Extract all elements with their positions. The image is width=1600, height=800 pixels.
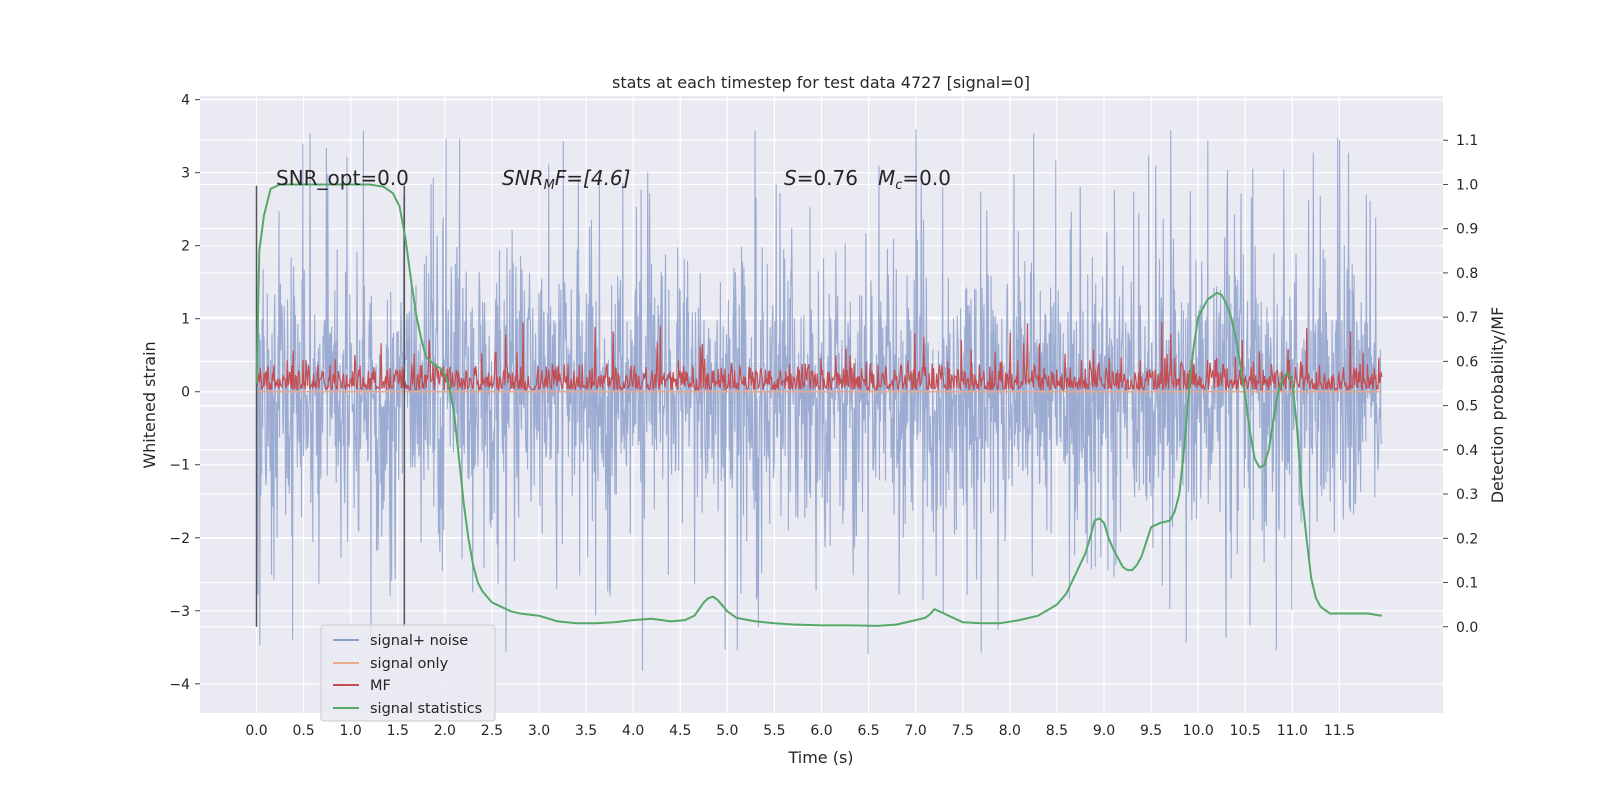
- x-axis-label: Time (s): [787, 748, 853, 767]
- y-tick-label: −3: [169, 604, 190, 620]
- annotation-snr-opt: SNR_opt=0.0: [276, 166, 409, 190]
- x-tick-label: 9.5: [1140, 723, 1162, 739]
- x-tick-label: 7.5: [952, 723, 974, 739]
- annotation-snr-mf: SNRMF=[4.6]: [502, 166, 630, 193]
- mf-series: [256, 321, 1383, 392]
- right-y-axis-label: Detection probability/MF: [1488, 307, 1507, 504]
- legend: signal+ noise signal only MF signal stat…: [320, 624, 496, 722]
- x-tick-label: 7.0: [905, 723, 927, 739]
- snr-mf-sub: M: [544, 178, 555, 193]
- legend-label-signal-statistics: signal statistics: [370, 701, 482, 717]
- legend-box: [320, 624, 496, 722]
- right-y-tick-label: 1.0: [1456, 177, 1478, 193]
- right-y-tick-label: 0.6: [1456, 354, 1478, 370]
- x-tick-label: 5.5: [763, 723, 785, 739]
- x-tick-label: 9.0: [1093, 723, 1115, 739]
- legend-label-mf: MF: [370, 678, 391, 694]
- snr-mf-var: SNR: [502, 166, 544, 190]
- x-tick-label: 10.0: [1183, 723, 1214, 739]
- x-tick-labels: 0.0 0.5 1.0 1.5 2.0 2.5 3.0 3.5 4.0 4.5 5.0 5.5 6.0 6…: [245, 723, 1355, 739]
- mf-line: [256, 321, 1383, 392]
- right-y-tick-label: 0.9: [1456, 222, 1478, 238]
- mc-sub: c: [895, 178, 902, 193]
- right-y-tick-label: 1.1: [1456, 133, 1478, 149]
- x-tick-label: 4.0: [622, 723, 644, 739]
- x-tick-label: 1.0: [340, 723, 362, 739]
- y-axis-label: Whitened strain: [140, 341, 159, 468]
- x-tick-label: 11.5: [1324, 723, 1355, 739]
- x-tick-label: 11.0: [1277, 723, 1308, 739]
- y-tick-label: −2: [169, 531, 190, 547]
- x-tick-label: 3.0: [528, 723, 550, 739]
- y-tick-label: 2: [181, 239, 190, 255]
- right-y-tick-label: 0.3: [1456, 487, 1478, 503]
- x-tick-label: 6.5: [857, 723, 879, 739]
- right-y-tick-label: 0.0: [1456, 620, 1478, 636]
- x-tick-label: 4.5: [669, 723, 691, 739]
- right-y-tick-label: 0.7: [1456, 310, 1478, 326]
- s-value: =0.76: [797, 166, 858, 190]
- legend-label-signal-only: signal only: [370, 656, 449, 672]
- x-tick-label: 2.0: [434, 723, 456, 739]
- y-tick-label: −1: [169, 458, 190, 474]
- legend-label-signal-noise: signal+ noise: [370, 633, 468, 649]
- right-y-tick-label: 0.4: [1456, 443, 1478, 459]
- y-tick-label: 0: [181, 385, 190, 401]
- x-tick-label: 0.0: [245, 723, 267, 739]
- right-y-tick-label: 0.5: [1456, 399, 1478, 415]
- y-tick-label: 1: [181, 312, 190, 328]
- y-tick-label: 4: [181, 93, 190, 109]
- mc-var: M: [878, 166, 895, 190]
- right-y-tick-labels: 0.0 0.1 0.2 0.3 0.4 0.5 0.6 0.7 0.8 0.9 1.0 1.1: [1443, 133, 1478, 636]
- right-y-tick-label: 0.2: [1456, 531, 1478, 547]
- signal-statistics-series: [255, 183, 1382, 627]
- snr-mf-rest: F=[4.6]: [555, 166, 631, 190]
- x-tick-label: 0.5: [292, 723, 314, 739]
- x-tick-label: 5.0: [716, 723, 738, 739]
- y-tick-labels: −4 −3 −2 −1 0 1 2 3 4: [169, 93, 200, 693]
- s-var: S: [784, 166, 797, 190]
- signal-statistics-line: [255, 183, 1382, 627]
- right-y-tick-label: 0.1: [1456, 576, 1478, 592]
- annotation-s-mc: S=0.76 Mc=0.0: [784, 166, 951, 193]
- right-y-tick-label: 0.8: [1456, 266, 1478, 282]
- mc-value: =0.0: [902, 166, 951, 190]
- x-tick-label: 8.5: [1046, 723, 1068, 739]
- y-tick-label: −4: [169, 677, 190, 693]
- x-tick-label: 2.5: [481, 723, 503, 739]
- chart-title: stats at each timestep for test data 472…: [612, 73, 1030, 92]
- y-tick-label: 3: [181, 166, 190, 182]
- x-tick-label: 8.0: [999, 723, 1021, 739]
- vertical-markers: [255, 185, 406, 627]
- x-tick-label: 6.0: [810, 723, 832, 739]
- x-tick-label: 10.5: [1230, 723, 1261, 739]
- x-tick-label: 1.5: [387, 723, 409, 739]
- x-tick-label: 3.5: [575, 723, 597, 739]
